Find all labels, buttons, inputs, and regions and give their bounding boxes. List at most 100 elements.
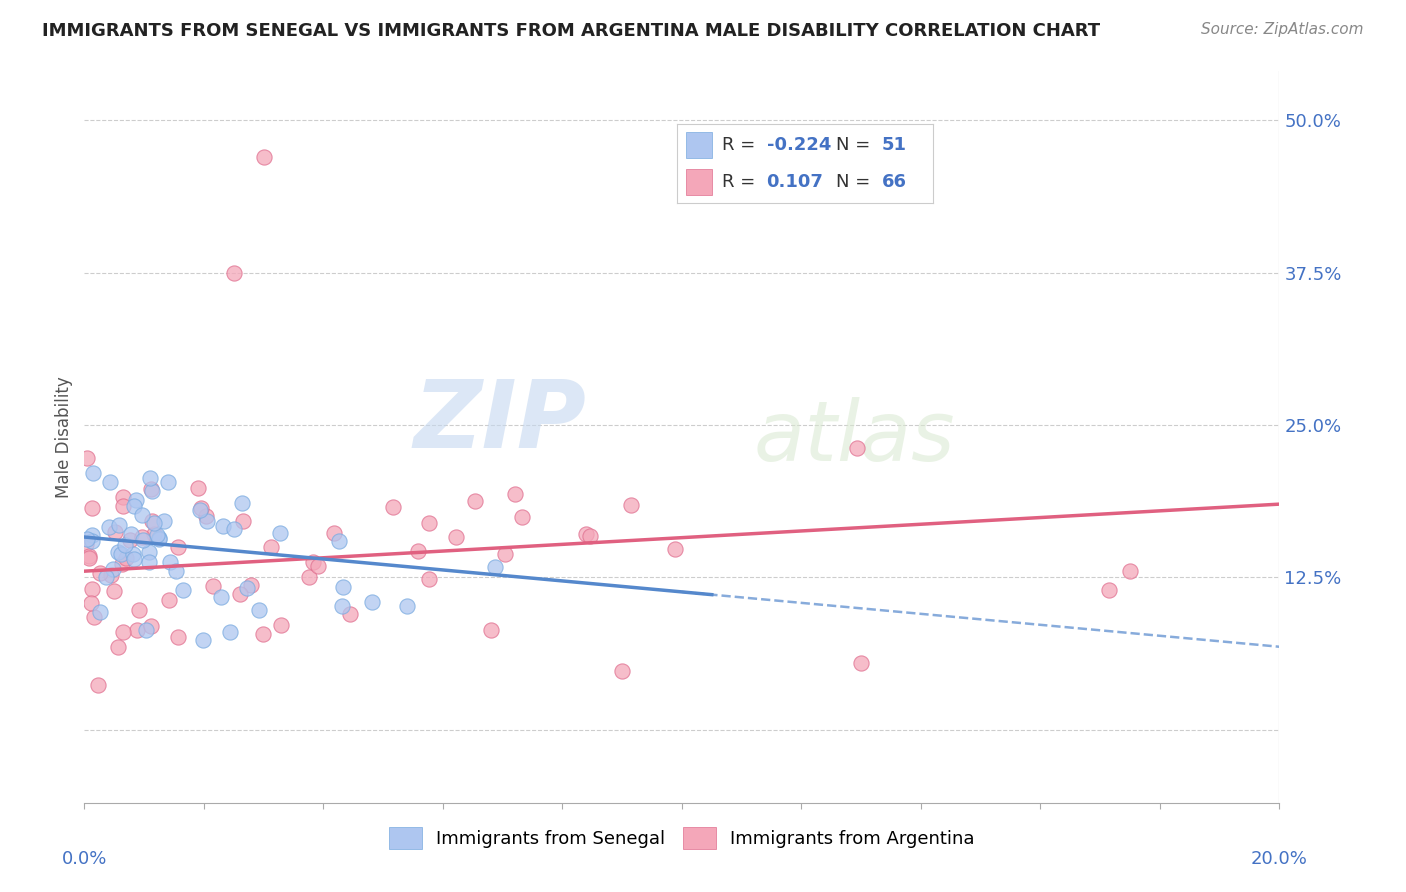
Point xyxy=(120,527,142,541)
Point xyxy=(222,522,245,536)
Point xyxy=(270,618,292,632)
Point xyxy=(120,533,142,548)
Point xyxy=(141,483,163,498)
Point xyxy=(330,599,353,613)
Point xyxy=(253,150,276,164)
Point xyxy=(79,550,101,565)
Point xyxy=(846,442,869,456)
Point xyxy=(94,570,117,584)
Point xyxy=(115,550,138,565)
Text: ZIP: ZIP xyxy=(413,376,586,468)
Point xyxy=(240,578,263,592)
Point xyxy=(578,529,600,543)
Point xyxy=(89,606,111,620)
Text: 20.0%: 20.0% xyxy=(1251,850,1308,868)
Text: R =: R = xyxy=(721,136,755,154)
Point xyxy=(172,583,194,598)
Legend: Immigrants from Senegal, Immigrants from Argentina: Immigrants from Senegal, Immigrants from… xyxy=(389,827,974,848)
Point xyxy=(418,572,440,586)
Point xyxy=(159,555,181,569)
Point xyxy=(98,475,121,490)
Point xyxy=(143,516,166,530)
Point xyxy=(122,552,145,566)
Point xyxy=(80,534,103,549)
Text: N =: N = xyxy=(835,136,870,154)
Text: 51: 51 xyxy=(882,136,907,154)
Point xyxy=(135,623,157,637)
Point xyxy=(148,532,170,546)
Point xyxy=(479,624,502,638)
Point xyxy=(209,590,232,604)
Point xyxy=(110,547,132,561)
Point xyxy=(1119,564,1142,578)
Point xyxy=(260,540,283,554)
Point xyxy=(141,514,163,528)
Point xyxy=(1098,582,1121,597)
Point xyxy=(138,555,160,569)
Point xyxy=(269,526,291,541)
Point xyxy=(612,664,634,678)
Point xyxy=(75,537,97,551)
Point xyxy=(111,499,134,513)
Point xyxy=(302,555,325,569)
Point xyxy=(464,494,486,508)
Text: IMMIGRANTS FROM SENEGAL VS IMMIGRANTS FROM ARGENTINA MALE DISABILITY CORRELATION: IMMIGRANTS FROM SENEGAL VS IMMIGRANTS FR… xyxy=(42,22,1101,40)
Point xyxy=(114,538,136,552)
Point xyxy=(80,596,103,610)
Point xyxy=(406,543,429,558)
Point xyxy=(77,549,100,563)
Point xyxy=(139,471,162,485)
Point xyxy=(190,501,212,516)
Point xyxy=(139,482,162,496)
Point xyxy=(510,510,533,524)
Point xyxy=(112,624,135,639)
Point xyxy=(156,475,179,489)
Point xyxy=(132,533,155,548)
Point xyxy=(188,502,211,516)
Point xyxy=(361,595,384,609)
Point xyxy=(232,515,254,529)
Point xyxy=(339,607,361,621)
Point xyxy=(153,514,176,528)
Point xyxy=(146,528,169,542)
Point xyxy=(322,526,344,541)
Point xyxy=(229,587,252,601)
Point xyxy=(575,527,598,541)
Point xyxy=(131,508,153,523)
Point xyxy=(211,519,233,533)
Point xyxy=(108,517,131,532)
Point xyxy=(218,625,240,640)
Point xyxy=(101,562,124,576)
Point xyxy=(236,581,259,595)
Point xyxy=(127,623,149,637)
Point xyxy=(231,495,253,509)
Point xyxy=(187,481,209,495)
Point xyxy=(112,490,135,504)
Text: N =: N = xyxy=(835,173,870,191)
Point xyxy=(148,531,170,545)
Point xyxy=(76,532,98,546)
Point xyxy=(103,583,125,598)
Point xyxy=(201,579,224,593)
Point xyxy=(82,528,104,542)
Point xyxy=(620,498,643,512)
Text: R =: R = xyxy=(721,173,755,191)
Point xyxy=(138,545,160,559)
Text: 66: 66 xyxy=(882,173,907,191)
Point xyxy=(141,619,163,633)
Point xyxy=(505,486,527,500)
Point xyxy=(167,630,190,644)
Text: atlas: atlas xyxy=(754,397,955,477)
Point xyxy=(494,548,516,562)
Point xyxy=(395,599,418,613)
Bar xyxy=(686,169,711,195)
Point xyxy=(418,516,440,530)
Point xyxy=(142,527,165,541)
Point xyxy=(87,677,110,691)
Point xyxy=(193,632,215,647)
Point xyxy=(107,640,129,655)
Point xyxy=(249,603,271,617)
Point xyxy=(107,545,129,559)
Point xyxy=(444,530,467,544)
Point xyxy=(332,580,354,594)
